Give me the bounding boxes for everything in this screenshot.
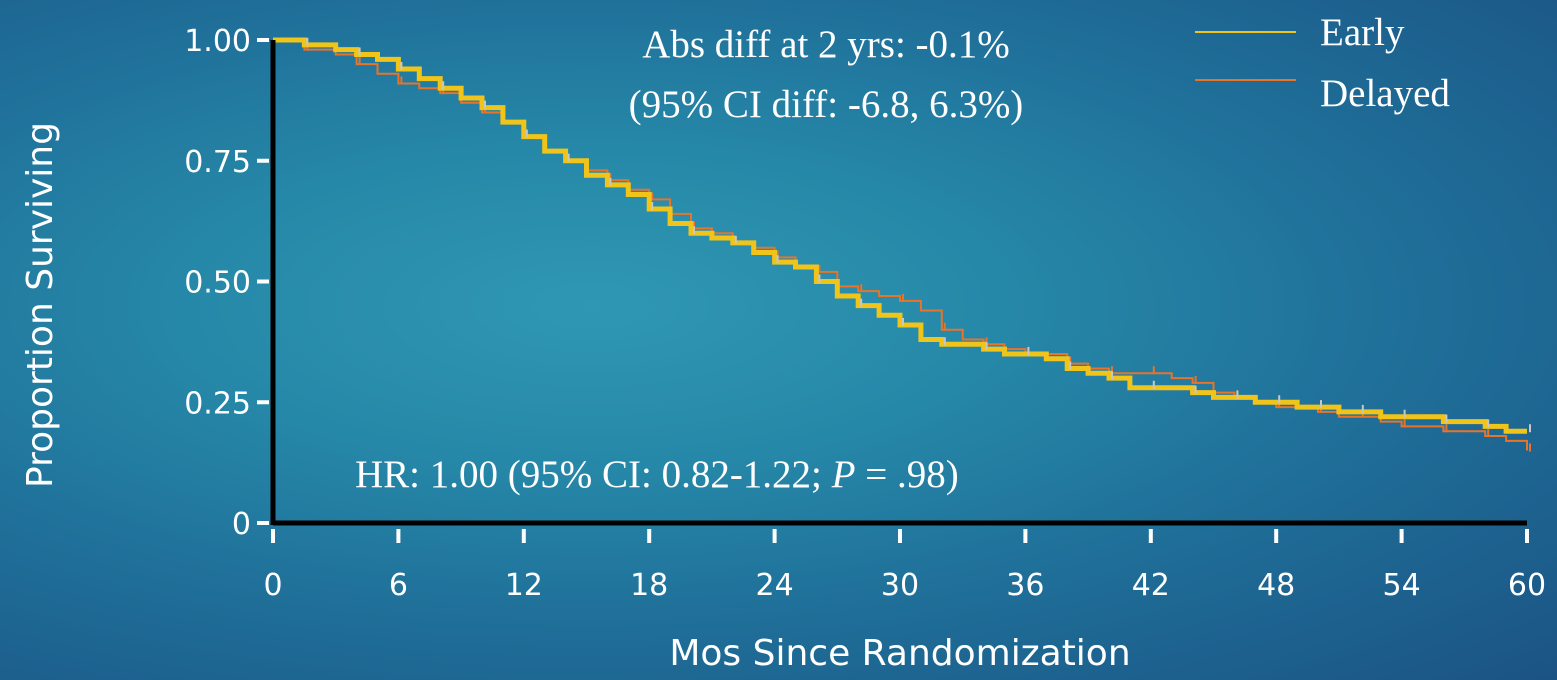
curves-layer [273,37,1531,452]
series-line-early [273,37,1527,434]
abs-diff-annotation-line1: Abs diff at 2 yrs: -0.1% [642,23,1010,66]
x-tick-label: 0 [263,568,282,603]
hazard-ratio-annotation: HR: 1.00 (95% CI: 0.82-1.22; P = .98) [355,453,959,496]
legend-label-delayed: Delayed [1320,72,1450,115]
x-tick-label: 6 [389,568,408,603]
x-tick-label: 36 [1006,568,1044,603]
x-tick-label: 48 [1257,568,1295,603]
x-tick-label: 18 [630,568,668,603]
abs-diff-annotation-line2: (95% CI diff: -6.8, 6.3%) [629,83,1024,126]
y-tick-label: 0.50 [184,266,251,301]
x-tick-label: 60 [1508,568,1546,603]
y-tick-label: 1.00 [184,24,251,59]
ticks-layer: 0 6 12 18 24 30 36 42 48 54 60 0 0.25 0.50 0.75 1.00 [184,24,1546,603]
hr-p-italic: P [831,453,856,496]
x-tick-label: 42 [1132,568,1170,603]
x-tick-label: 12 [505,568,543,603]
hr-prefix: HR: 1.00 (95% CI: 0.82-1.22; [355,453,832,496]
x-tick-label: 24 [756,568,794,603]
y-axis-title: Proportion Surviving [20,122,61,488]
y-tick-label: 0.75 [184,145,251,180]
hr-suffix: = .98) [855,453,958,496]
y-tick-label: 0 [232,507,251,542]
x-tick-label: 54 [1383,568,1421,603]
x-axis-title: Mos Since Randomization [669,633,1130,674]
legend: Early Delayed [1195,11,1450,115]
y-tick-label: 0.25 [184,386,251,421]
axes-layer [270,40,1527,526]
x-tick-label: 30 [881,568,919,603]
legend-label-early: Early [1320,11,1405,54]
